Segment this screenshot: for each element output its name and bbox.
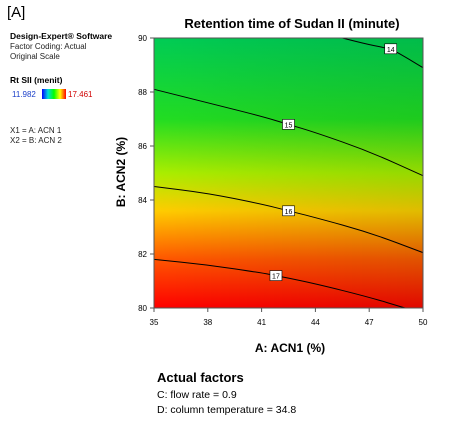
x-tick-label: 44 [311, 318, 320, 327]
contour-line-17 [153, 258, 406, 309]
x2-mapping: X2 = B: ACN 2 [10, 136, 62, 145]
contour-label-box [384, 43, 398, 55]
contour-layer: 14 15 16 17 [153, 37, 424, 309]
contour-label-15: 15 [285, 122, 293, 129]
contour-label-16: 16 [285, 209, 293, 216]
x-axis-label: A: ACN1 (%) [255, 341, 325, 355]
y-tick-label: 86 [138, 142, 147, 151]
x-tick-label: 50 [419, 318, 428, 327]
actual-factors-title: Actual factors [157, 370, 244, 385]
plot-frame [153, 37, 424, 309]
legend-min-value: 11.982 [12, 90, 36, 99]
y-tick-label: 88 [138, 88, 147, 97]
contour-line-15 [153, 88, 424, 177]
axis-layer: 35 38 41 44 47 50 80 82 84 86 88 90 [138, 34, 428, 327]
response-name: Rt SII (menit) [10, 75, 63, 85]
plot-shading [154, 38, 423, 308]
factor-coding: Factor Coding: Actual [10, 42, 87, 51]
contour-label-17: 17 [272, 274, 280, 281]
chart-title: Retention time of Sudan II (minute) [184, 16, 399, 31]
contour-label-box [269, 270, 283, 281]
y-tick-label: 82 [138, 250, 147, 259]
x-tick-label: 47 [365, 318, 374, 327]
color-legend-bar [42, 89, 66, 99]
contour-label-box [282, 119, 295, 130]
y-tick-label: 90 [138, 34, 147, 43]
actual-factor-d: D: column temperature = 34.8 [157, 404, 297, 416]
contour-line-14 [342, 37, 424, 69]
contour-line-16 [153, 186, 424, 254]
contour-label-14: 14 [387, 47, 395, 54]
y-tick-label: 84 [138, 196, 147, 205]
legend-max-value: 17.461 [68, 90, 93, 99]
actual-factor-c: C: flow rate = 0.9 [157, 389, 237, 401]
panel-label: [A] [7, 4, 26, 21]
x1-mapping: X1 = A: ACN 1 [10, 126, 62, 135]
x-tick-label: 41 [257, 318, 266, 327]
y-axis-label: B: ACN2 (%) [114, 137, 128, 207]
scale-label: Original Scale [10, 52, 60, 61]
software-name: Design-Expert® Software [10, 31, 113, 41]
x-tick-label: 35 [150, 318, 159, 327]
y-tick-label: 80 [138, 304, 147, 313]
contour-label-box [282, 205, 295, 217]
x-tick-label: 38 [203, 318, 212, 327]
